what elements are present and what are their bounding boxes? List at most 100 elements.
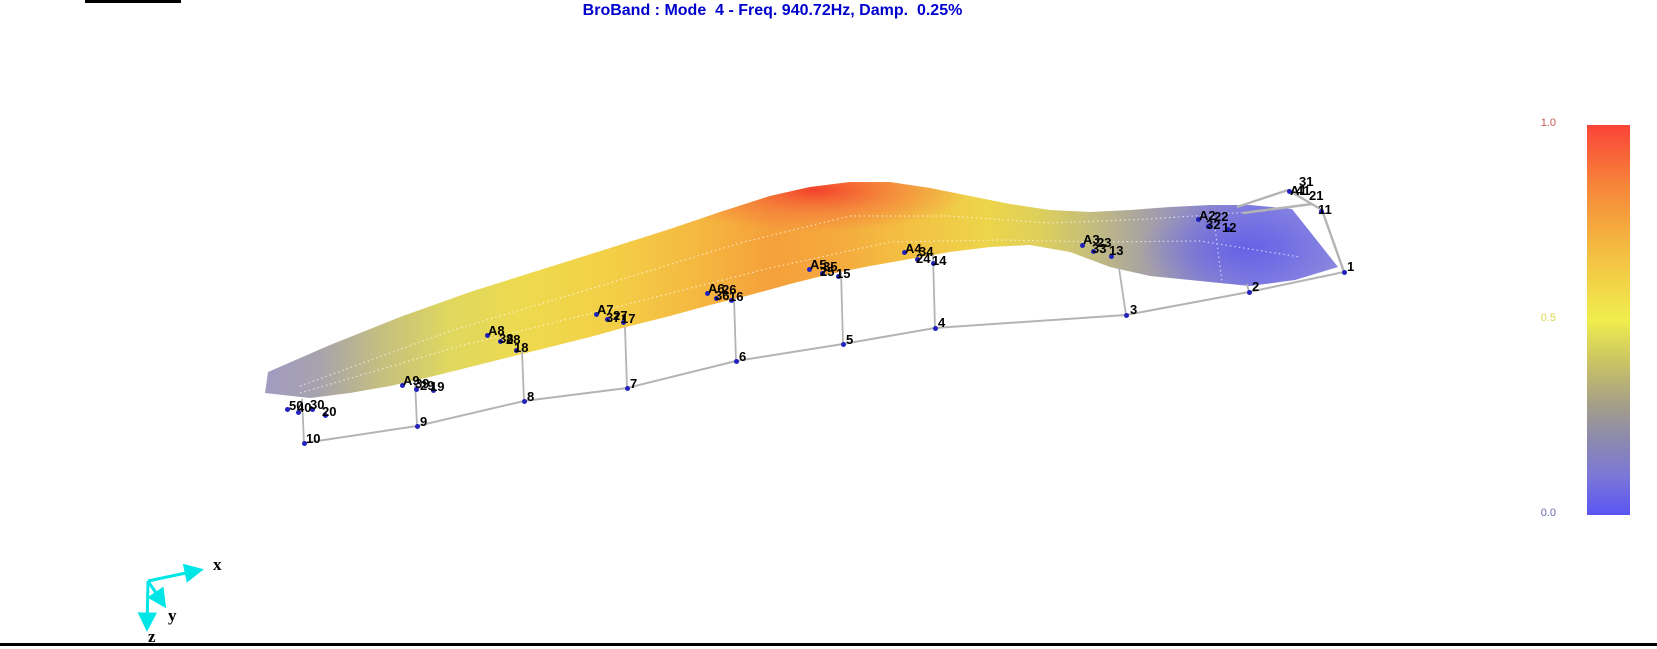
plot-title: BroBand : Mode 4 - Freq. 940.72Hz, Damp.…	[582, 2, 963, 19]
node-dot	[323, 413, 328, 418]
node-label-12: 12	[1222, 220, 1237, 235]
node-label-6: 6	[739, 349, 747, 364]
node-label-41: 41	[1296, 183, 1311, 198]
node-dot	[705, 291, 710, 296]
node-label-31: 31	[1299, 174, 1314, 189]
node-label-38: 38	[499, 331, 514, 346]
node-label-18: 18	[514, 340, 529, 355]
node-dot	[621, 320, 626, 325]
node-label-A6: A6	[708, 281, 725, 296]
node-label-27: 27	[613, 308, 628, 323]
colorbar-mid-label: 0.5	[1540, 312, 1556, 324]
node-label-17: 17	[621, 311, 636, 326]
node-label-5: 5	[846, 332, 854, 347]
node-label-32: 32	[1206, 217, 1221, 232]
node-dot	[415, 424, 420, 429]
node-label-21: 21	[1309, 188, 1324, 203]
node-dot	[807, 267, 812, 272]
node-label-A7: A7	[597, 302, 614, 317]
node-dot	[714, 296, 719, 301]
node-label-13: 13	[1109, 243, 1124, 258]
node-dot	[485, 333, 490, 338]
window-border-top-fragment	[85, 0, 181, 3]
node-label-30: 30	[310, 397, 325, 412]
node-dot	[1247, 290, 1252, 295]
node-dot	[302, 441, 307, 446]
y-axis-label: y	[168, 606, 177, 625]
node-label-29: 29	[420, 378, 435, 393]
node-dot	[734, 359, 739, 364]
node-label-A1: A1	[1290, 183, 1307, 198]
node-dot	[310, 407, 315, 412]
node-dot	[1287, 189, 1292, 194]
node-dot	[594, 312, 599, 317]
node-dot	[498, 339, 503, 344]
node-label-A2: A2	[1199, 208, 1216, 223]
node-label-35: 35	[823, 259, 838, 274]
node-label-36: 36	[715, 288, 730, 303]
node-dot	[431, 388, 436, 393]
node-dot	[414, 387, 419, 392]
node-dot	[522, 399, 527, 404]
axis-triad: x y z	[137, 555, 222, 646]
node-label-39: 39	[415, 376, 430, 391]
undeformed-wireframe	[301, 188, 1346, 444]
node-label-14: 14	[932, 253, 947, 268]
node-dot	[1080, 243, 1085, 248]
node-label-34: 34	[919, 244, 934, 259]
node-label-7: 7	[630, 376, 638, 391]
node-dot	[400, 383, 405, 388]
node-label-28: 28	[506, 332, 521, 347]
node-label-8: 8	[527, 389, 535, 404]
node-label-11: 11	[1318, 202, 1332, 217]
node-dot	[625, 386, 630, 391]
node-label-15: 15	[836, 266, 851, 281]
node-dot	[1109, 254, 1114, 259]
node-dot	[933, 326, 938, 331]
z-axis-arrow	[137, 580, 158, 632]
node-label-40: 40	[297, 400, 312, 415]
node-dot	[841, 342, 846, 347]
node-dot	[514, 348, 519, 353]
node-label-23: 23	[1097, 235, 1112, 250]
node-dot	[296, 410, 301, 415]
node-label-16: 16	[729, 289, 744, 304]
mode-shape-surface	[265, 182, 1338, 398]
node-label-50: 50	[289, 398, 304, 413]
node-label-2: 2	[1252, 279, 1260, 294]
front-edge-reference-line	[303, 271, 1345, 444]
node-dot	[605, 317, 610, 322]
node-label-24: 24	[916, 251, 931, 266]
node-label-20: 20	[322, 404, 337, 419]
node-dot	[836, 274, 841, 279]
node-dot	[915, 257, 920, 262]
node-dot	[902, 250, 907, 255]
node-label-19: 19	[430, 379, 445, 394]
node-label-A9: A9	[403, 373, 420, 388]
node-label-4: 4	[938, 315, 946, 330]
x-axis-arrow	[147, 563, 204, 583]
node-label-22: 22	[1214, 209, 1229, 224]
y-axis-arrow	[146, 580, 167, 609]
node-dot	[931, 261, 936, 266]
window-border-bottom	[0, 643, 1657, 646]
node-label-33: 33	[1092, 241, 1107, 256]
colorbar-min-label: 0.0	[1540, 507, 1556, 519]
node-dot	[820, 271, 825, 276]
min-amplitude-region	[1140, 200, 1338, 296]
max-amplitude-region	[660, 182, 970, 232]
node-label-1: 1	[1347, 259, 1355, 274]
colorbar	[1587, 125, 1630, 515]
node-label-A8: A8	[488, 323, 505, 338]
node-label-25: 25	[820, 264, 835, 279]
node-label-A5: A5	[810, 257, 827, 272]
node-label-A4: A4	[905, 241, 922, 256]
node-dot	[285, 407, 290, 412]
node-dot	[1206, 224, 1211, 229]
node-dot	[1226, 227, 1231, 232]
node-dot	[729, 298, 734, 303]
node-dot	[1342, 270, 1347, 275]
z-axis-label: z	[148, 627, 156, 646]
